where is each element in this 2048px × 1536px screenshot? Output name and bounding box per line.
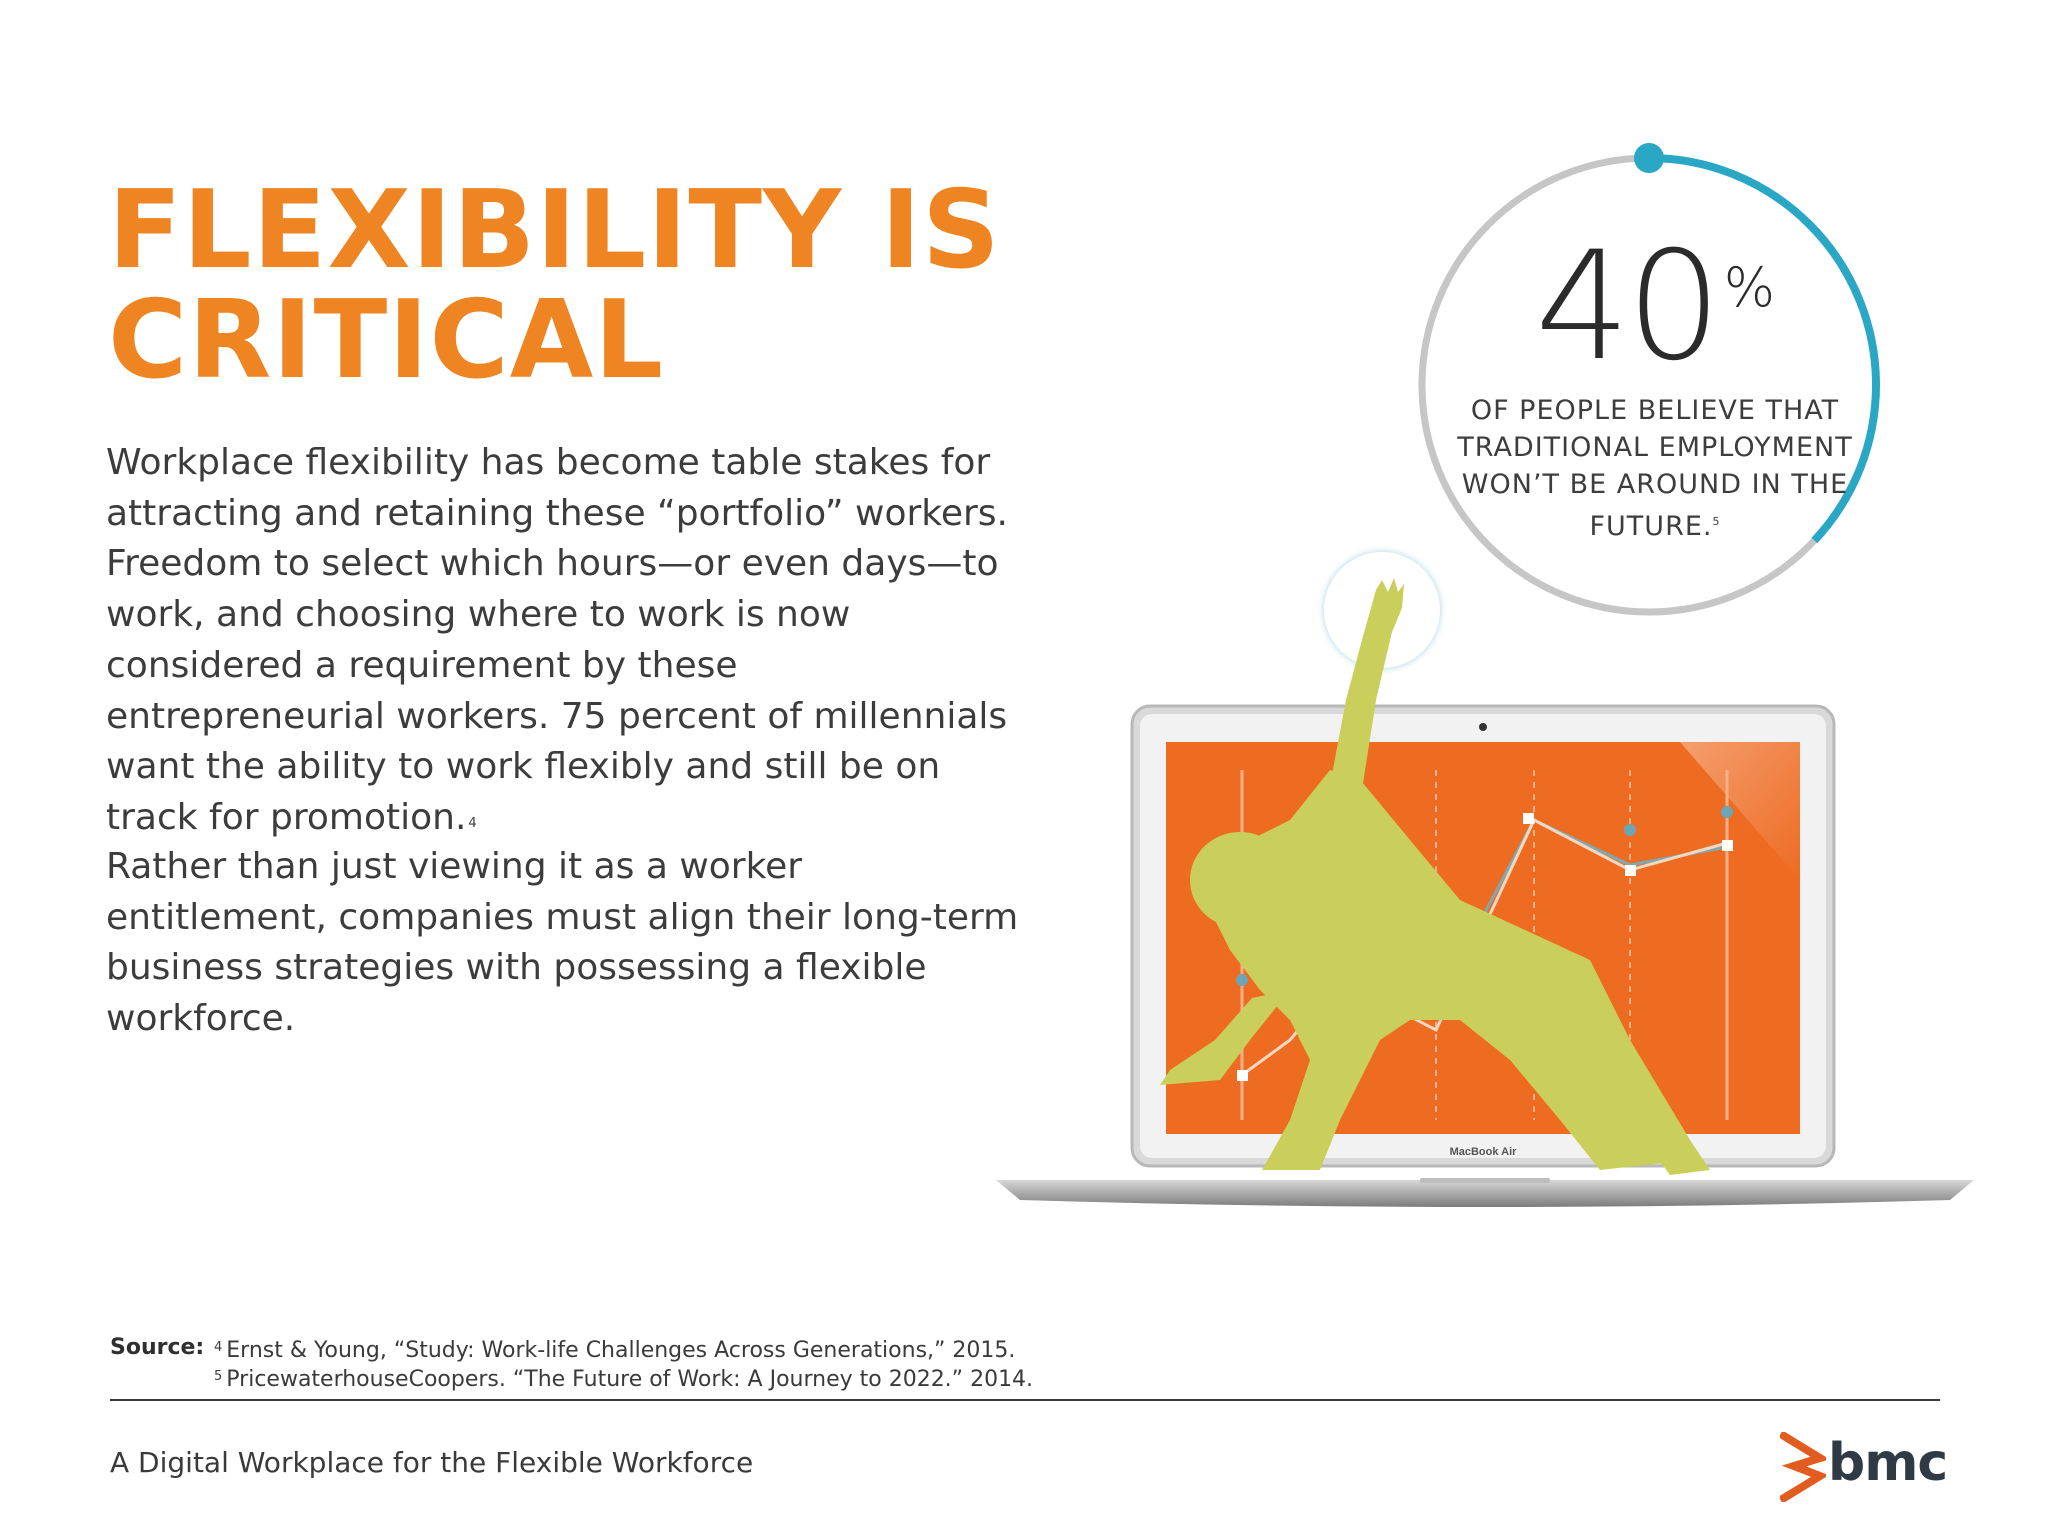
- stat-description-text: OF PEOPLE BELIEVE THAT TRADITIONAL EMPLO…: [1457, 395, 1853, 542]
- source-text: Ernst & Young, “Study: Work-life Challen…: [226, 1338, 1016, 1363]
- source-item: 4 Ernst & Young, “Study: Work-life Challe…: [214, 1333, 1015, 1365]
- bmc-logo-text: bmc: [1828, 1433, 1948, 1493]
- footnote-marker-4: 4: [468, 815, 477, 831]
- footer-title: A Digital Workplace for the Flexible Wor…: [110, 1446, 754, 1479]
- footer-divider: [110, 1399, 1940, 1401]
- stat-value: 40%: [1440, 208, 1870, 387]
- hand-halo: [1308, 536, 1456, 684]
- bmc-logo: bmc: [1780, 1432, 1948, 1502]
- stat-description: OF PEOPLE BELIEVE THAT TRADITIONAL EMPLO…: [1440, 392, 1870, 545]
- source-item: 5 PricewaterhouseCoopers. “The Future of …: [214, 1362, 1033, 1394]
- bmc-logo-mark-icon: [1780, 1432, 1826, 1502]
- source-marker: 4: [214, 1340, 223, 1355]
- headline-line-1: FLEXIBILITY IS: [108, 168, 1001, 293]
- stat-ring: [1418, 143, 1880, 616]
- laptop-base: [996, 1180, 1974, 1207]
- stat-unit: %: [1723, 256, 1776, 319]
- laptop-camera: [1479, 723, 1487, 731]
- body-paragraph-1: Workplace flexibility has become table s…: [106, 438, 1026, 850]
- source-text: PricewaterhouseCoopers. “The Future of W…: [226, 1367, 1034, 1392]
- yoga-figure: [1160, 578, 1710, 1175]
- laptop-illustration: MacBook Air: [996, 536, 1974, 1207]
- laptop-notch: [1420, 1178, 1550, 1183]
- source-label: Source:: [110, 1335, 205, 1360]
- footnote-marker-5: 5: [1712, 515, 1721, 528]
- laptop-label: MacBook Air: [1450, 1146, 1518, 1158]
- body-paragraph-1-text: Workplace flexibility has become table s…: [106, 442, 1009, 838]
- source-marker: 5: [214, 1369, 223, 1384]
- stat-ring-knob: [1634, 143, 1664, 173]
- screen-glare: [1680, 742, 1800, 880]
- page-title: FLEXIBILITY IS CRITICAL: [108, 176, 1008, 396]
- headline-line-2: CRITICAL: [108, 278, 665, 403]
- body-paragraph-2: Rather than just viewing it as a worker …: [106, 846, 1019, 1040]
- stat-number: 40: [1534, 220, 1722, 394]
